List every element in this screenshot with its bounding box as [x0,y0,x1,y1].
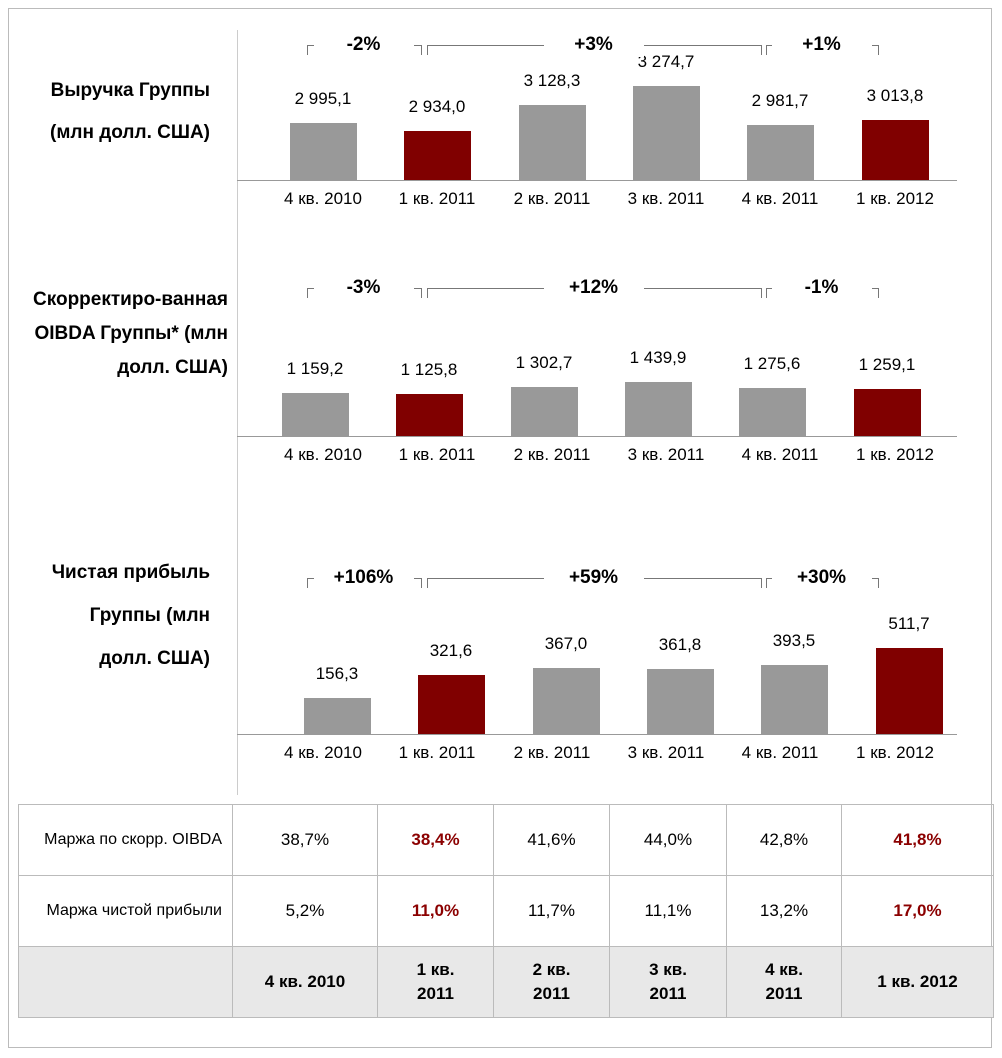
value-label: 1 275,6 [743,354,801,374]
bar [876,648,943,734]
row-label: Маржа чистой прибыли [18,875,233,947]
change-label: -2% [313,33,414,57]
change-label: +106% [313,566,414,590]
change-label: -1% [771,276,872,300]
x-tick-label: 4 кв. 2011 [741,189,819,208]
header-cell: 4 кв. 2011 [726,946,842,1018]
change-label: +30% [771,566,872,590]
table-row: Маржа чистой прибыли 5,2% 11,0% 11,7% 11,1% 1… [18,875,994,947]
value-label: 1 302,7 [515,353,573,373]
table-cell: 42,8% [726,804,842,876]
chart-title: Выручка Группы (млн долл. США) [50,80,210,143]
x-tick-label: 4 кв. 2011 [741,445,819,464]
bar [519,105,586,180]
table-cell: 44,0% [609,804,727,876]
divider [237,30,238,795]
header-cell: 1 кв. 2011 [377,946,494,1018]
bar [854,388,921,436]
bar [633,86,700,180]
bar [511,387,578,436]
table-cell: 41,6% [493,804,610,876]
x-tick-label: 2 кв. 2011 [513,445,591,464]
x-tick-label: 2 кв. 2011 [513,189,591,208]
x-tick-label: 1 кв. 2012 [856,743,934,762]
table-cell: 13,2% [726,875,842,947]
baseline [237,180,957,181]
bar [290,122,357,180]
change-label: +12% [543,276,644,300]
bar [625,382,692,436]
header-cell: 2 кв. 2011 [493,946,610,1018]
bar [282,392,349,436]
x-tick-label: 3 кв. 2011 [627,445,705,464]
table-cell: 38,7% [232,804,378,876]
header-blank [18,946,233,1018]
bar [304,698,371,734]
value-label: 3 128,3 [523,71,581,91]
change-label: +1% [771,33,872,57]
x-tick-label: 4 кв. 2010 [284,189,362,208]
margin-table: Маржа по скорр. OIBDA 38,7% 38,4% 41,6% 44,0… [18,804,994,1018]
x-tick-label: 4 кв. 2010 [284,743,362,762]
x-tick-label: 2 кв. 2011 [513,743,591,762]
header-cell: 4 кв. 2010 [232,946,378,1018]
bar [647,669,714,734]
bar [418,674,485,734]
baseline [237,734,957,735]
value-label: 511,7 [888,614,930,633]
value-label: 1 439,9 [629,348,687,367]
change-label: +3% [543,33,644,57]
change-label: +59% [543,566,644,590]
value-label: 1 125,8 [400,360,458,379]
table-row: Маржа по скорр. OIBDA 38,7% 38,4% 41,6% 44,0… [18,804,994,876]
value-label: 2 995,1 [294,88,352,108]
frame [8,8,992,1048]
chart-title: Скорректиро-ванная OIBDA Группы* (млн до… [32,289,228,378]
header-cell: 1 кв. 2012 [841,946,994,1018]
header-cell: 3 кв. 2011 [609,946,727,1018]
chart-title: Чистая прибыль Группы (млн долл. США) [51,562,210,669]
value-label: 361,8 [658,635,702,655]
bar [747,124,814,180]
value-label: 367,0 [544,634,588,654]
value-label: 3 013,8 [866,86,924,106]
x-tick-label: 4 кв. 2010 [284,445,362,464]
value-label: 156,3 [315,664,359,683]
table-cell: 11,0% [377,875,494,947]
table-cell: 38,4% [377,804,494,876]
x-tick-label: 3 кв. 2011 [627,743,705,762]
table-cell: 5,2% [232,875,378,947]
value-label: 393,5 [772,630,816,650]
x-tick-label: 3 кв. 2011 [627,189,705,208]
value-label: 1 259,1 [858,354,916,374]
value-label: 321,6 [429,640,473,660]
table-cell: 41,8% [841,804,994,876]
table-cell: 17,0% [841,875,994,947]
x-tick-label: 1 кв. 2011 [398,445,476,464]
bar [862,120,929,180]
row-label: Маржа по скорр. OIBDA [18,804,233,876]
change-label: -3% [313,276,414,300]
x-tick-label: 1 кв. 2012 [856,189,934,208]
value-label: 3 274,7 [637,52,695,71]
table-cell: 11,7% [493,875,610,947]
bar [533,668,600,734]
x-tick-label: 1 кв. 2011 [398,743,476,762]
bar [404,131,471,180]
x-tick-label: 1 кв. 2011 [398,189,476,208]
x-tick-label: 4 кв. 2011 [741,743,819,762]
bar [761,664,828,734]
value-label: 1 159,2 [286,358,344,378]
baseline [237,436,957,437]
value-label: 2 981,7 [751,90,809,110]
bar [396,394,463,436]
table-header-row: 4 кв. 2010 1 кв. 2011 2 кв. 2011 3 кв. 2011… [18,946,994,1018]
value-label: 2 934,0 [408,97,466,116]
table-cell: 11,1% [609,875,727,947]
x-tick-label: 1 кв. 2012 [856,445,934,464]
bar [739,388,806,436]
